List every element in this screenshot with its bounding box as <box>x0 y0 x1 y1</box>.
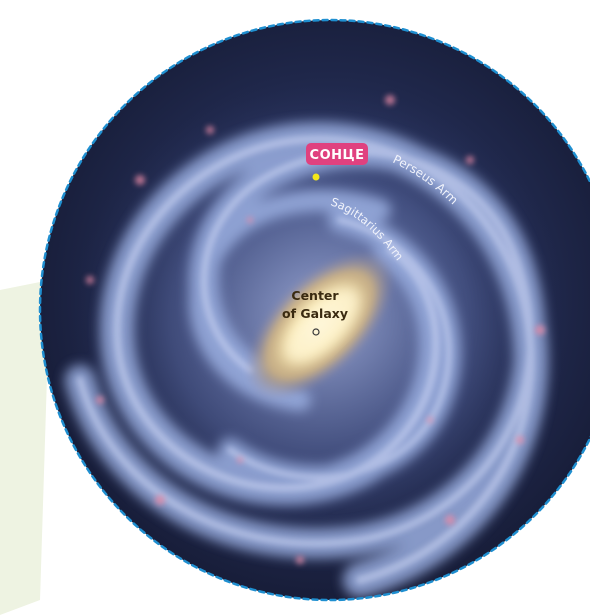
center-label-line1: Center <box>291 288 339 303</box>
sun-marker-icon <box>312 173 320 181</box>
disc-border <box>38 18 590 602</box>
galaxy-disc <box>40 20 590 600</box>
side-panel <box>0 280 50 615</box>
center-label-line2: of Galaxy <box>282 306 348 321</box>
sun-label: СОНЦЕ <box>310 148 365 163</box>
sun-label-badge: СОНЦЕ <box>306 143 368 165</box>
galactic-center-marker-icon <box>312 328 320 336</box>
